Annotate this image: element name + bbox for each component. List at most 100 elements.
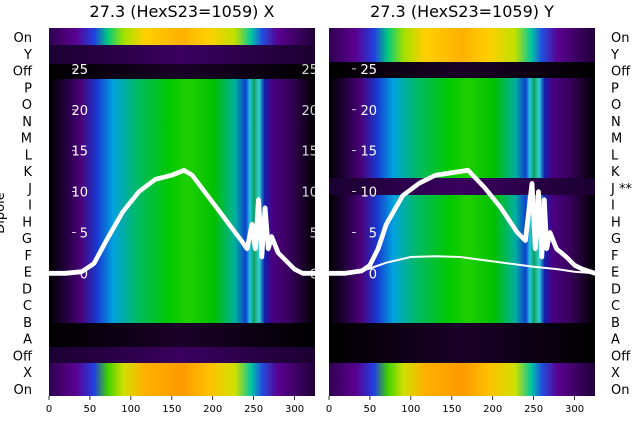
y-tick-label: 15 (71, 145, 88, 160)
heatmap-x (49, 28, 315, 396)
x-tick-label: 50 (364, 404, 377, 415)
dipole-label: Off (13, 349, 33, 364)
dipole-label: On (611, 383, 629, 398)
dipole-label: F (611, 249, 618, 264)
dipole-label: On (611, 31, 629, 46)
y-tick-label: 10 (360, 186, 377, 201)
heat-row-x-on (49, 363, 315, 396)
y-tick-label: 20 (71, 104, 88, 119)
x-tick-label: 0 (46, 404, 52, 415)
series-line-1-1 (329, 255, 596, 275)
y-tick-label-right-edge: 5 (310, 226, 318, 241)
dipole-label: H (611, 215, 621, 230)
dipole-label: On (14, 31, 32, 46)
dipole-label: J (27, 182, 32, 197)
dipole-label: H (22, 215, 32, 230)
dipole-label: K (611, 165, 620, 180)
dipole-label: M (611, 132, 622, 147)
dipole-label: X (611, 366, 620, 381)
x-tick-label: 200 (203, 404, 222, 415)
dipole-label: F (25, 249, 32, 264)
dipole-label: N (22, 115, 32, 130)
dipole-label: E (611, 266, 619, 281)
y-tick-label-right-edge: 15 (301, 145, 318, 160)
y-tick-label: 25 (71, 63, 88, 78)
heat-row-off-bottom (329, 347, 595, 363)
dipole-label: P (24, 81, 32, 96)
dipole-label: A (611, 333, 620, 348)
x-tick-label: 300 (565, 404, 584, 415)
dipole-label: M (21, 132, 32, 147)
x-tick-label: 100 (121, 404, 140, 415)
x-tick-label: 150 (162, 404, 181, 415)
panel-title-y: 27.3 (HexS23=1059) Y (370, 2, 554, 21)
dipole-label: I (28, 199, 32, 214)
dipole-label: E (24, 266, 32, 281)
y-tick-label: 10 (71, 186, 88, 201)
dipole-label: Y (610, 48, 619, 63)
dipole-label: Off (611, 349, 631, 364)
heat-row-on-top (49, 28, 315, 45)
dipole-label: C (611, 299, 620, 314)
heat-row-off-bottom (49, 347, 315, 363)
x-tick-label: 100 (401, 404, 420, 415)
heat-row-x-on (329, 363, 595, 396)
heatmap-y (329, 28, 595, 396)
x-tick-label: 300 (285, 404, 304, 415)
dipole-label: A (23, 333, 32, 348)
x-tick-label: 250 (244, 404, 263, 415)
dipole-label: G (22, 232, 32, 247)
dipole-label: D (611, 282, 621, 297)
dipole-label: I (611, 199, 615, 214)
series-line-0-0-4 (47, 169, 317, 276)
y-tick-label: 0 (369, 267, 377, 282)
panel-title-x: 27.3 (HexS23=1059) X (90, 2, 275, 21)
y-tick-label-right-edge: 0 (310, 267, 318, 282)
dipole-label: B (23, 316, 32, 331)
y-axis-label: Dipole (0, 192, 8, 233)
heat-row-j (329, 178, 595, 195)
dipole-label: X (23, 366, 32, 381)
dipole-label: D (22, 282, 32, 297)
dipole-label: On (14, 383, 32, 398)
y-tick-label-right-edge: 10 (301, 186, 318, 201)
y-tick-label: 15 (360, 145, 377, 160)
heat-row-on-top (329, 28, 595, 62)
x-tick-label: 250 (524, 404, 543, 415)
x-tick-label: 0 (326, 404, 332, 415)
dipole-label: K (23, 165, 32, 180)
y-tick-label: 25 (360, 63, 377, 78)
heat-main-block (329, 78, 595, 178)
heat-row-a (49, 323, 315, 347)
dipole-label: Off (611, 65, 631, 80)
dipole-label: Y (23, 48, 32, 63)
x-tick-label: 50 (84, 404, 97, 415)
y-tick-label-right-edge: 20 (301, 104, 318, 119)
heat-row-y (329, 62, 595, 78)
x-tick-label: 150 (442, 404, 461, 415)
heat-main-block (49, 79, 315, 323)
dipole-label: N (611, 115, 621, 130)
panel-y: 27.3 (HexS23=1059) Y (326, 2, 598, 396)
y-tick-label: 5 (80, 226, 88, 241)
heat-row-off-top (49, 64, 315, 79)
series-line-1-0-4 (327, 169, 597, 276)
x-tick-label: 200 (483, 404, 502, 415)
dipole-label: G (611, 232, 621, 247)
heat-main-block-lower (329, 195, 595, 323)
y-tick-label: 0 (80, 267, 88, 282)
dipole-label: Off (13, 65, 33, 80)
series-lines-y (326, 167, 598, 276)
dipole-label: P (611, 81, 619, 96)
panel-x: 27.3 (HexS23=1059) X (46, 2, 318, 396)
dipole-label: O (22, 98, 32, 113)
dipole-label: L (25, 148, 33, 163)
y-tick-label: 20 (360, 104, 377, 119)
y-tick-label-right-edge: 25 (301, 63, 318, 78)
dipole-label: B (611, 316, 620, 331)
dipole-label: J ** (610, 182, 632, 197)
dipole-label: C (23, 299, 32, 314)
heat-row-a (329, 323, 595, 347)
